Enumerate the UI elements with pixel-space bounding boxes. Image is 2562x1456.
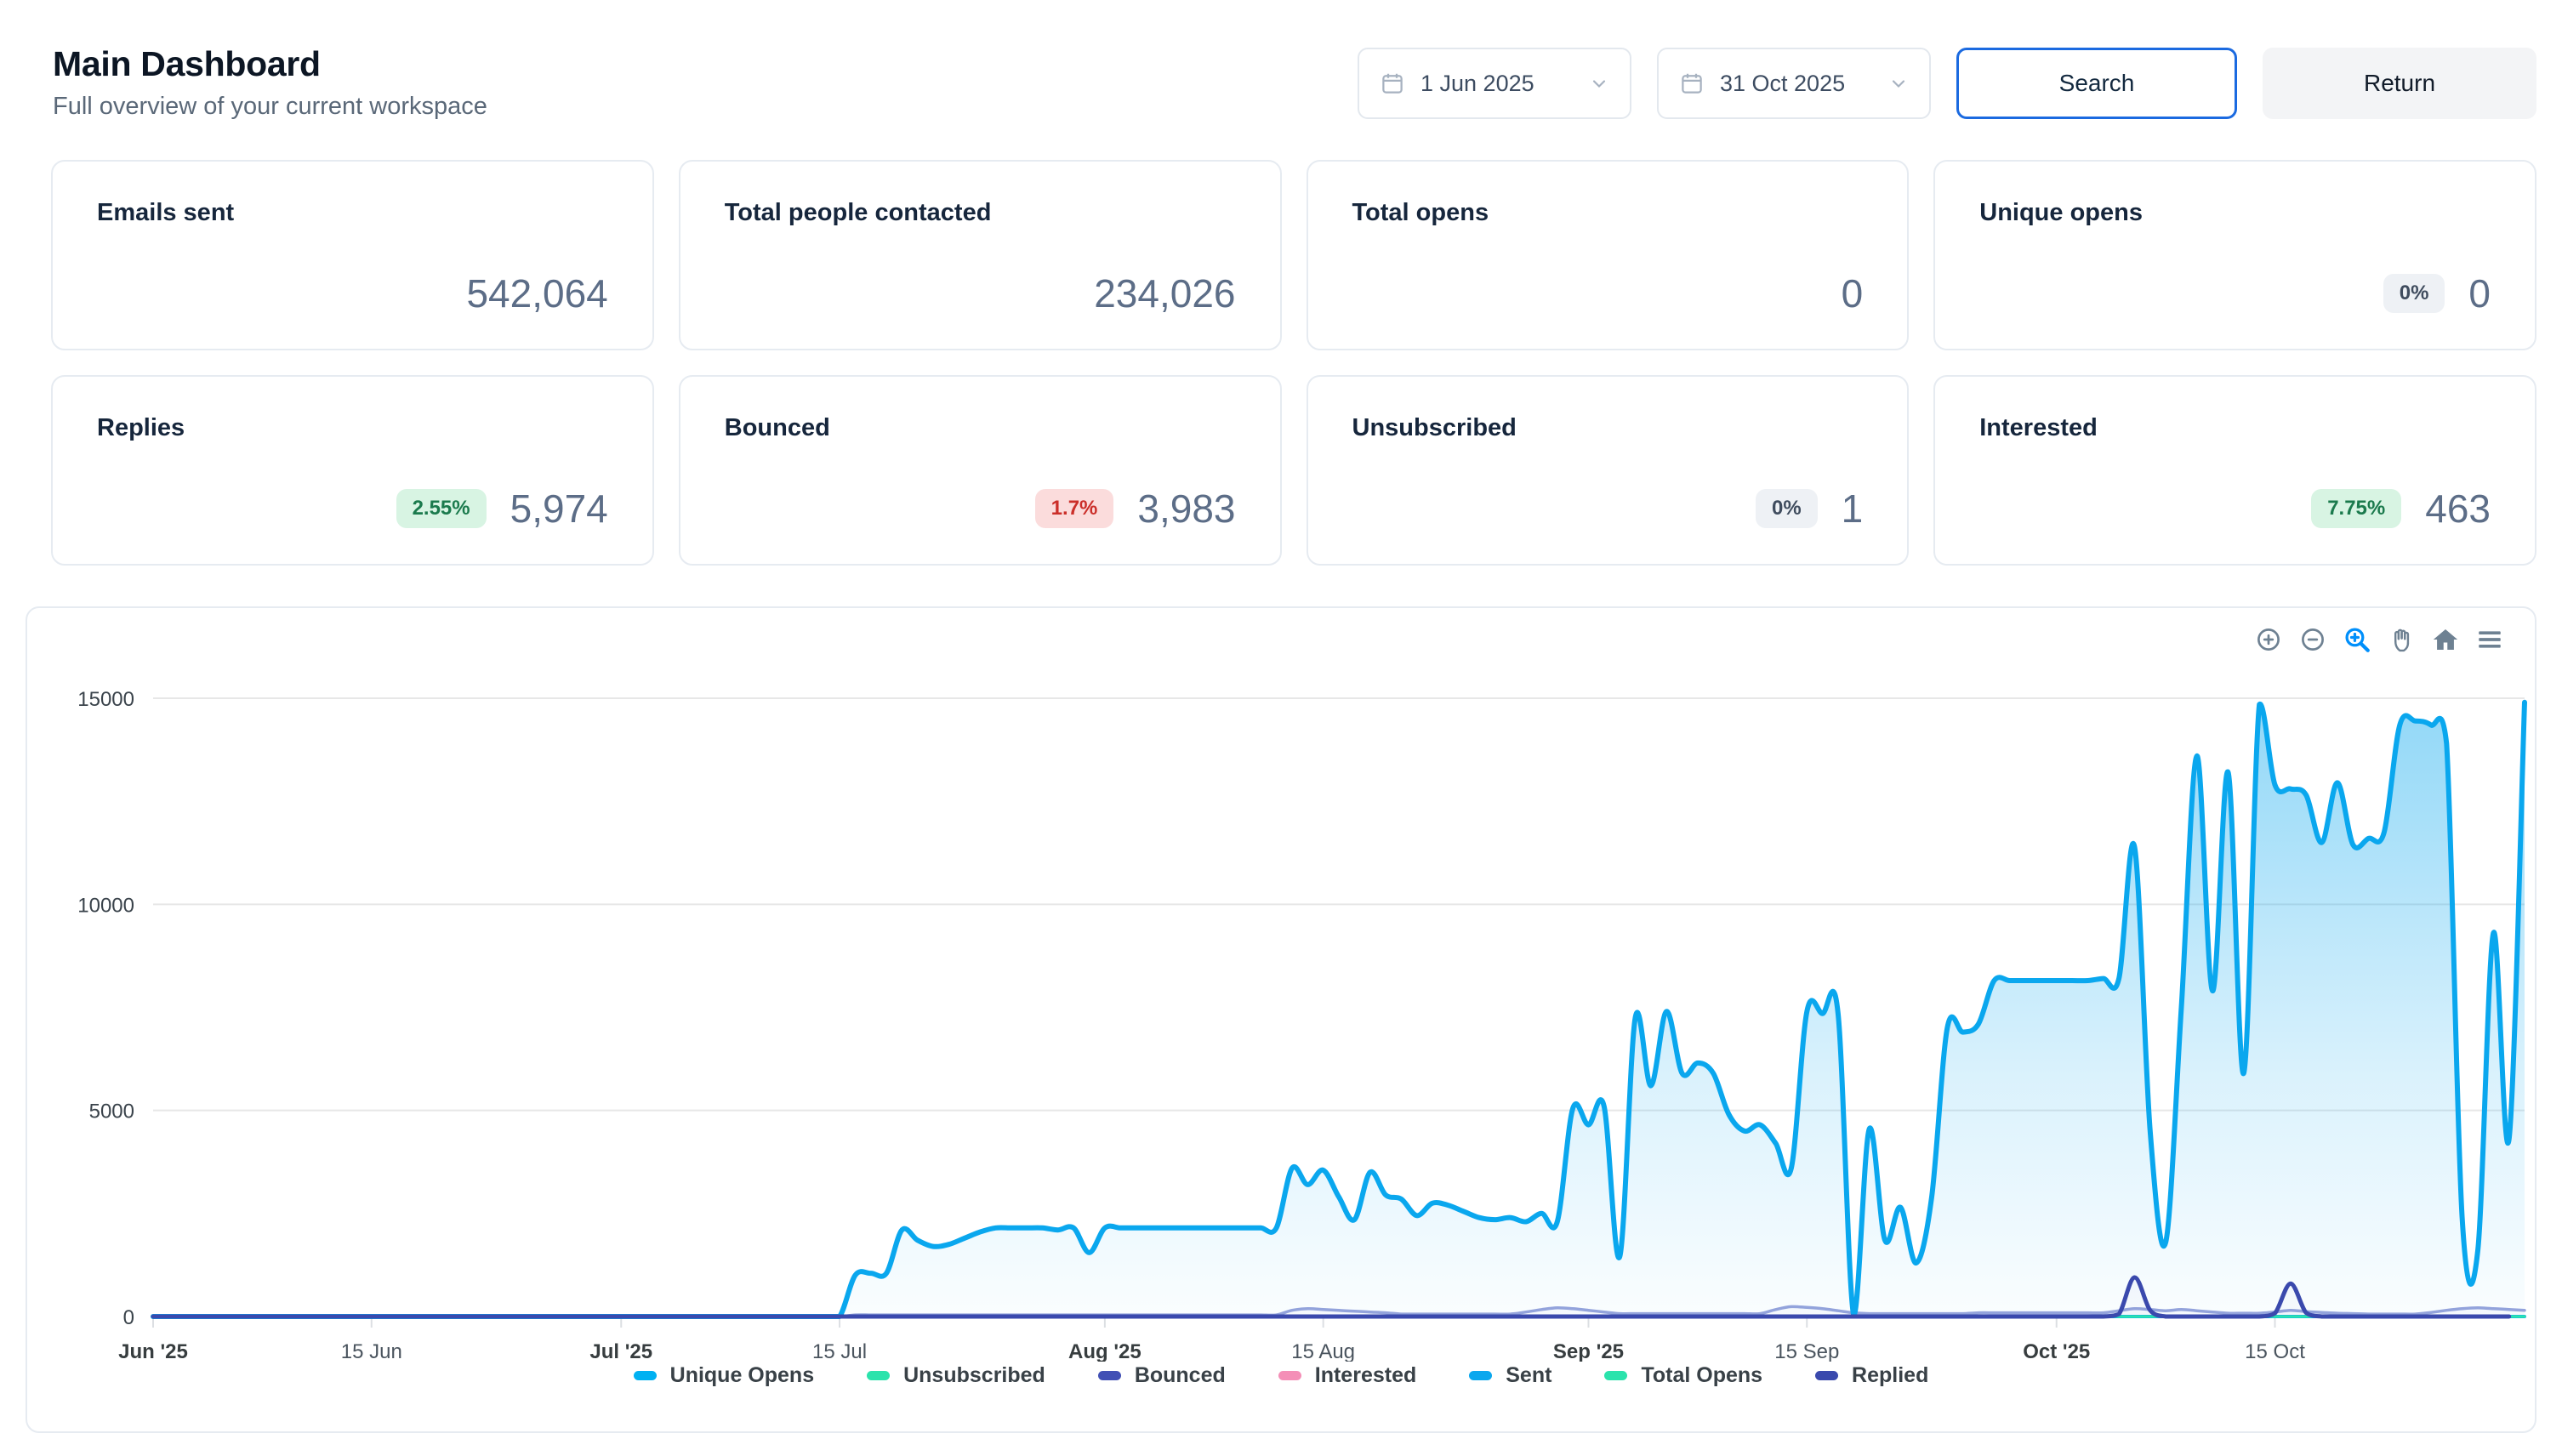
series-area-sent — [153, 702, 2525, 1317]
legend-swatch — [867, 1371, 891, 1380]
stat-label: Interested — [1979, 414, 2098, 441]
stat-card-bounced: Bounced 1.7% 3,983 — [678, 375, 1282, 566]
stat-value: 1 — [1841, 486, 1864, 531]
stat-value: 463 — [2425, 486, 2491, 531]
stat-label: Unsubscribed — [1352, 414, 1517, 441]
date-to-value: 31 Oct 2025 — [1720, 70, 1846, 96]
status-badge: 0% — [2383, 274, 2445, 313]
zoom-out-icon[interactable] — [2298, 625, 2327, 654]
legend-item-unsubscribed[interactable]: Unsubscribed — [867, 1363, 1045, 1388]
zoom-in-icon[interactable] — [2254, 625, 2283, 654]
stat-label: Emails sent — [97, 199, 235, 226]
stat-value: 542,064 — [466, 271, 608, 316]
date-from-value: 1 Jun 2025 — [1420, 70, 1534, 96]
x-axis-label: 15 Aug — [1291, 1340, 1355, 1362]
y-axis-label: 0 — [123, 1306, 134, 1329]
email-activity-chart[interactable]: 15000 10000 5000 0 Jun '25 15 Jun Jul '25 15 Ju… — [27, 608, 2535, 1362]
stat-card-total-opens: Total opens 0 — [1306, 160, 1910, 350]
legend-label: Unique Opens — [669, 1363, 815, 1387]
header-controls: 1 Jun 2025 31 Oct 2025 Search Return — [1358, 48, 2536, 119]
legend-swatch — [1278, 1371, 1301, 1380]
stat-value: 234,026 — [1094, 271, 1236, 316]
x-axis-label: Jul '25 — [589, 1340, 652, 1362]
legend-swatch — [1097, 1371, 1121, 1380]
chart-legend: Unique Opens Unsubscribed Bounced Intere… — [27, 1363, 2535, 1388]
dashboard-header: Main Dashboard Full overview of your cur… — [0, 0, 2562, 121]
legend-item-sent[interactable]: Sent — [1469, 1363, 1551, 1388]
legend-item-total-opens[interactable]: Total Opens — [1604, 1363, 1762, 1388]
stat-label: Unique opens — [1979, 199, 2143, 226]
stat-label: Replies — [97, 414, 185, 441]
stat-card-unsubscribed: Unsubscribed 0% 1 — [1306, 375, 1910, 566]
stat-value: 5,974 — [510, 486, 608, 531]
stat-label: Bounced — [724, 414, 830, 441]
date-to-picker[interactable]: 31 Oct 2025 — [1657, 48, 1931, 119]
stat-card-interested: Interested 7.75% 463 — [1933, 375, 2536, 566]
stat-card-replies: Replies 2.55% 5,974 — [51, 375, 654, 566]
page-title: Main Dashboard — [53, 44, 321, 83]
date-from-picker[interactable]: 1 Jun 2025 — [1358, 48, 1631, 119]
x-axis-label: Sep '25 — [1553, 1340, 1624, 1362]
series-area-replied — [153, 1277, 2525, 1317]
header-text: Main Dashboard Full overview of your cur… — [53, 44, 487, 121]
legend-item-unique-opens[interactable]: Unique Opens — [633, 1363, 815, 1388]
home-icon[interactable] — [2431, 625, 2460, 654]
chevron-down-icon — [1888, 73, 1909, 94]
legend-label: Interested — [1314, 1363, 1417, 1387]
legend-swatch — [1815, 1371, 1839, 1380]
x-axis-label: 15 Sep — [1774, 1340, 1839, 1362]
stat-card-emails-sent: Emails sent 542,064 — [51, 160, 654, 350]
stat-label: Total opens — [1352, 199, 1489, 226]
legend-label: Bounced — [1134, 1363, 1226, 1387]
menu-icon[interactable] — [2475, 625, 2504, 654]
chart-panel: 15000 10000 5000 0 Jun '25 15 Jun Jul '25 15 Ju… — [26, 606, 2536, 1433]
stat-value: 0 — [2468, 271, 2491, 316]
legend-item-interested[interactable]: Interested — [1278, 1363, 1416, 1388]
calendar-icon — [1380, 71, 1405, 96]
x-axis-label: Jun '25 — [118, 1340, 188, 1362]
status-badge: 2.55% — [396, 489, 487, 528]
return-button[interactable]: Return — [2263, 48, 2536, 119]
legend-item-bounced[interactable]: Bounced — [1097, 1363, 1226, 1388]
stat-value: 3,983 — [1137, 486, 1236, 531]
legend-item-replied[interactable]: Replied — [1815, 1363, 1928, 1388]
legend-label: Total Opens — [1641, 1363, 1763, 1387]
legend-swatch — [1604, 1371, 1628, 1380]
page-subtitle: Full overview of your current workspace — [53, 93, 487, 120]
calendar-icon — [1679, 71, 1705, 96]
stat-card-unique-opens: Unique opens 0% 0 — [1933, 160, 2536, 350]
chart-toolbar — [2254, 625, 2504, 654]
stat-label: Total people contacted — [724, 199, 992, 226]
selection-zoom-icon[interactable] — [2343, 625, 2371, 654]
y-axis-label: 10000 — [77, 894, 134, 917]
status-badge: 7.75% — [2311, 489, 2402, 528]
x-axis-label: 15 Jun — [341, 1340, 402, 1362]
stat-card-total-contacted: Total people contacted 234,026 — [678, 160, 1282, 350]
status-badge: 0% — [1755, 489, 1818, 528]
y-axis-label: 15000 — [77, 688, 134, 711]
x-axis-label: 15 Jul — [812, 1340, 867, 1362]
x-axis-label: Aug '25 — [1068, 1340, 1142, 1362]
y-axis-label: 5000 — [89, 1101, 134, 1123]
legend-swatch — [1469, 1371, 1493, 1380]
series-line-replied — [151, 1275, 2512, 1319]
stat-value: 0 — [1841, 271, 1864, 316]
legend-label: Unsubscribed — [903, 1363, 1045, 1387]
pan-icon[interactable] — [2387, 625, 2416, 654]
x-axis-label: Oct '25 — [2023, 1340, 2090, 1362]
search-button[interactable]: Search — [1956, 48, 2237, 119]
status-badge: 1.7% — [1034, 489, 1114, 528]
legend-label: Sent — [1506, 1363, 1552, 1387]
chevron-down-icon — [1589, 73, 1609, 94]
legend-label: Replied — [1852, 1363, 1929, 1387]
legend-swatch — [633, 1371, 657, 1380]
x-axis-label: 15 Oct — [2245, 1340, 2305, 1362]
stats-grid: Emails sent 542,064 Total people contact… — [51, 160, 2536, 566]
